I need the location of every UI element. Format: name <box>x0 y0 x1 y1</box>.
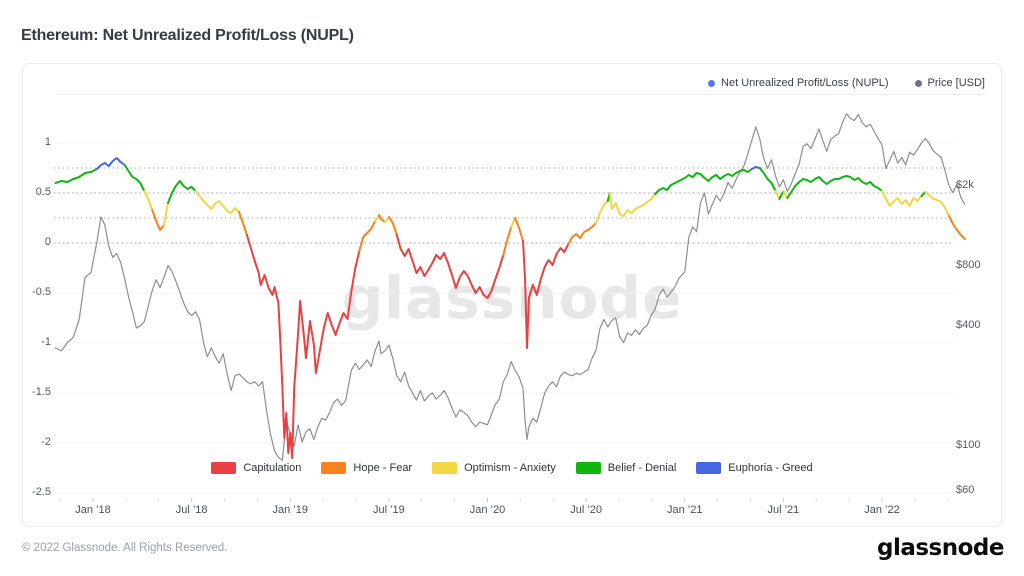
band-swatch-icon <box>575 462 601 474</box>
nupl-line-segment <box>167 180 197 204</box>
nupl-line-segment <box>774 190 781 200</box>
y-left-tick-label: -0.5 <box>32 286 51 298</box>
nupl-line-segment <box>654 168 753 195</box>
band-legend-label: Optimism - Anxiety <box>464 462 556 474</box>
page-title: Ethereum: Net Unrealized Profit/Loss (NU… <box>21 27 354 44</box>
x-tick-label: Jul ’18 <box>175 504 208 516</box>
x-tick-label: Jul ’21 <box>767 504 800 516</box>
x-tick-label: Jul ’19 <box>372 504 405 516</box>
band-legend-label: Capitulation <box>243 462 302 474</box>
x-tick-label: Jul ’20 <box>570 504 603 516</box>
nupl-line-segment <box>567 222 597 245</box>
nupl-line-segment <box>510 217 517 228</box>
nupl-line-segment <box>163 202 169 226</box>
footer-copyright: © 2022 Glassnode. All Rights Reserved. <box>22 542 228 554</box>
y-left-tick-label: 0 <box>44 236 51 248</box>
watermark: glassnode <box>341 264 683 332</box>
nupl-line-segment <box>374 214 380 222</box>
band-legend-item[interactable]: Capitulation <box>211 462 301 474</box>
band-swatch-icon <box>432 462 458 474</box>
y-right-tick-label: $400 <box>956 318 981 331</box>
nupl-line-segment <box>514 217 524 242</box>
legend-dot-icon <box>708 79 716 87</box>
price-line <box>54 113 966 461</box>
nupl-line-segment <box>54 168 98 184</box>
nupl-line-segment <box>595 200 609 224</box>
legend-dot-icon <box>914 79 922 87</box>
y-left-tick-label: -2 <box>41 436 51 448</box>
band-legend-label: Hope - Fear <box>353 462 413 474</box>
band-legend-item[interactable]: Optimism - Anxiety <box>432 462 556 474</box>
band-legend-item[interactable]: Belief - Denial <box>575 462 677 474</box>
legend-divider <box>56 94 985 95</box>
nupl-line-segment <box>238 211 248 236</box>
y-left-tick-label: -2.5 <box>32 486 51 498</box>
plot-area[interactable] <box>23 64 1003 528</box>
nupl-line-segment <box>522 240 570 349</box>
band-swatch-icon <box>211 462 237 474</box>
y-left-tick-label: 0.5 <box>35 186 51 198</box>
nupl-line-segment <box>750 166 761 170</box>
nupl-line-segment <box>378 214 386 223</box>
y-right-tick-label: $100 <box>956 439 981 452</box>
band-swatch-icon <box>321 462 347 474</box>
nupl-line-segment <box>881 190 923 207</box>
x-tick-label: Jan ’21 <box>667 504 703 516</box>
band-legend-item[interactable]: Euphoria - Greed <box>696 462 813 474</box>
nupl-line-segment <box>387 216 398 236</box>
nupl-line-segment <box>194 190 240 214</box>
brand-logo: glassnode <box>877 535 1005 561</box>
series-legend: Net Unrealized Profit/Loss (NUPL) Price [… <box>708 77 985 89</box>
nupl-line-segment <box>924 191 951 217</box>
y-left-tick-label: -1.5 <box>32 386 51 398</box>
nupl-line-segment <box>502 226 513 256</box>
y-left-tick-label: -1 <box>41 336 51 348</box>
series-legend-label: Net Unrealized Profit/Loss (NUPL) <box>721 77 889 89</box>
nupl-line-segment <box>395 234 505 299</box>
nupl-line-segment <box>151 209 165 231</box>
nupl-line-segment <box>383 216 390 223</box>
nupl-line-segment <box>123 164 146 192</box>
band-swatch-icon <box>696 462 722 474</box>
chart-panel: Net Unrealized Profit/Loss (NUPL) Price [… <box>22 63 1002 527</box>
nupl-line-segment <box>948 215 966 240</box>
band-legend-item[interactable]: Hope - Fear <box>321 462 412 474</box>
y-right-tick-label: $60 <box>956 483 975 496</box>
x-tick-label: Jan ’18 <box>75 504 111 516</box>
y-left-tick-label: 1 <box>44 136 51 148</box>
band-legend-label: Belief - Denial <box>607 462 677 474</box>
nupl-line-segment <box>778 190 785 200</box>
x-tick-label: Jan ’20 <box>469 504 506 516</box>
nupl-line-segment <box>143 190 154 211</box>
band-legend-label: Euphoria - Greed <box>728 462 813 474</box>
nupl-line-segment <box>786 175 883 199</box>
nupl-line-segment <box>245 234 361 459</box>
x-tick-label: Jan ’22 <box>864 504 900 516</box>
series-legend-item[interactable]: Price [USD] <box>914 77 985 89</box>
band-legend: Capitulation Hope - Fear Optimism - Anxiet… <box>23 462 1001 474</box>
nupl-line-segment <box>358 220 377 252</box>
series-legend-item[interactable]: Net Unrealized Profit/Loss (NUPL) <box>708 77 889 89</box>
nupl-line-segment <box>782 190 789 199</box>
y-right-tick-label: $2k <box>956 179 974 191</box>
nupl-line-segment <box>608 192 657 217</box>
series-legend-label: Price [USD] <box>927 77 985 89</box>
y-right-tick-label: $800 <box>956 258 981 271</box>
nupl-line-segment <box>758 167 777 192</box>
x-tick-label: Jan ’19 <box>272 504 308 516</box>
nupl-line-segment <box>95 157 126 170</box>
